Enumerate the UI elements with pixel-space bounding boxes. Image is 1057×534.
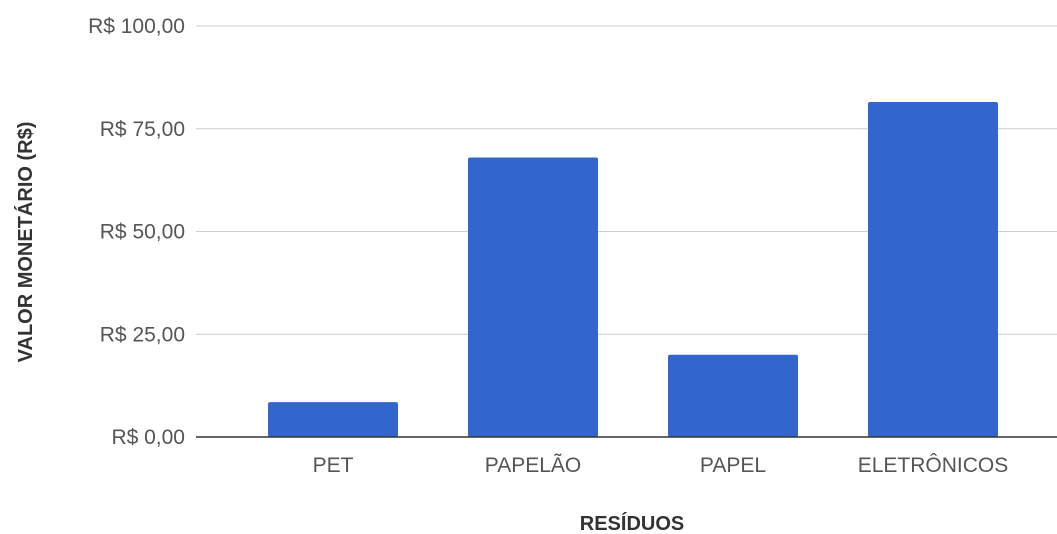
bars <box>268 102 998 437</box>
x-axis-title: RESÍDUOS <box>580 512 684 534</box>
x-tick-label: PAPELÃO <box>485 453 582 477</box>
x-tick-label: PET <box>313 454 354 477</box>
x-tick-label: ELETRÔNICOS <box>858 454 1009 477</box>
y-tick-label: R$ 100,00 <box>88 15 185 38</box>
y-tick-label: R$ 50,00 <box>100 221 185 244</box>
y-tick-labels: R$ 0,00 R$ 25,00 R$ 50,00 R$ 75,00 R$ 100,00 <box>88 15 185 449</box>
bar-1 <box>268 402 398 437</box>
bar-4 <box>868 102 998 437</box>
x-tick-label: PAPEL <box>700 454 766 477</box>
y-tick-label: R$ 25,00 <box>100 323 185 346</box>
y-axis-title: VALOR MONETÁRIO (R$) <box>14 122 37 363</box>
y-tick-label: R$ 75,00 <box>100 118 185 141</box>
bar-2 <box>468 157 598 437</box>
bar-3 <box>668 354 798 437</box>
x-tick-labels: PET PAPELÃO PAPEL ELETRÔNICOS <box>313 453 1009 477</box>
y-tick-label: R$ 0,00 <box>111 426 185 449</box>
